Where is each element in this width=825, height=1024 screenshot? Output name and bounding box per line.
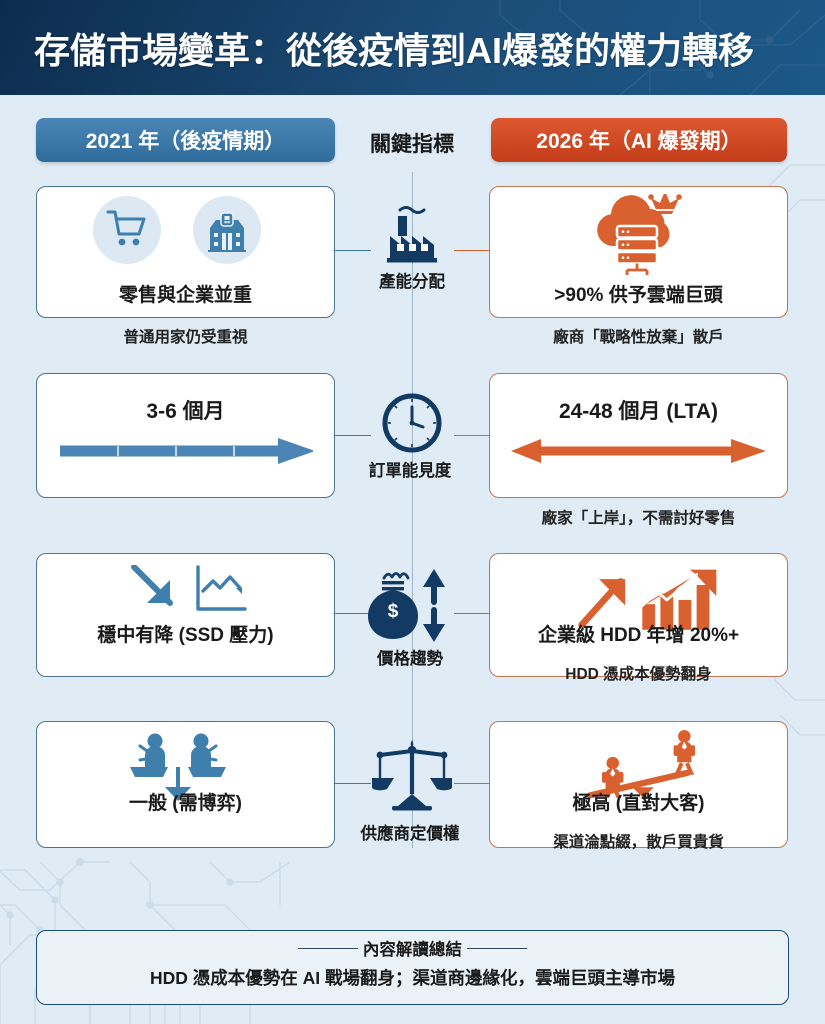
svg-text:$: $ xyxy=(388,601,399,622)
